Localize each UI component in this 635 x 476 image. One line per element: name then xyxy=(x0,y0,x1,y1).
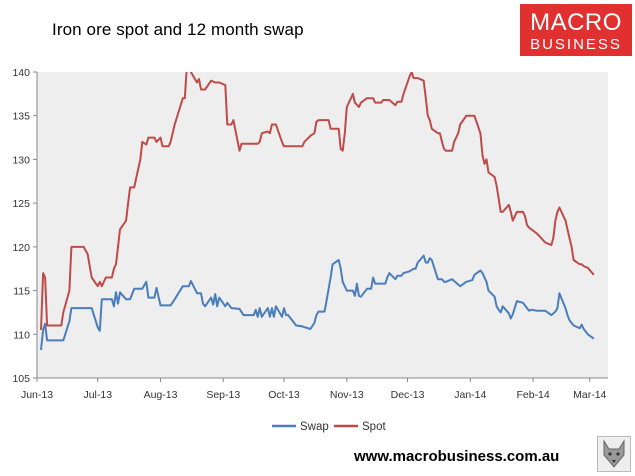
x-tick-label: Nov-13 xyxy=(330,389,364,401)
x-tick-label: Jun-13 xyxy=(21,389,53,401)
y-tick-label: 115 xyxy=(13,286,30,298)
x-tick-label: Sep-13 xyxy=(206,389,240,401)
footer-url: www.macrobusiness.com.au xyxy=(354,448,560,465)
x-tick-label: Dec-13 xyxy=(391,389,425,401)
y-tick-label: 125 xyxy=(12,198,30,210)
brand-logo-line2: BUSINESS xyxy=(530,36,622,53)
plot-area xyxy=(37,72,608,378)
legend-label-spot: Spot xyxy=(362,421,386,433)
series-line-swap xyxy=(40,254,595,351)
y-tick-label: 110 xyxy=(13,329,30,341)
chart-title: Iron ore spot and 12 month swap xyxy=(52,20,304,39)
series-line-spot xyxy=(40,72,595,330)
x-tick-label: Jan-14 xyxy=(454,389,486,401)
legend-label-swap: Swap xyxy=(300,421,329,433)
y-tick-label: 120 xyxy=(12,242,30,254)
brand-logo: MACRO BUSINESS xyxy=(520,4,632,56)
y-tick-label: 130 xyxy=(12,154,30,166)
x-tick-label: Feb-14 xyxy=(516,389,549,401)
wolf-icon xyxy=(597,436,631,472)
x-tick-label: Jul-13 xyxy=(83,389,112,401)
y-tick-label: 140 xyxy=(12,67,30,79)
x-tick-label: Aug-13 xyxy=(144,389,178,401)
brand-logo-line1: MACRO xyxy=(530,9,622,36)
y-tick-label: 135 xyxy=(12,111,30,123)
x-tick-label: Oct-13 xyxy=(268,389,300,401)
x-tick-label: Mar-14 xyxy=(573,389,606,401)
y-tick-label: 105 xyxy=(12,373,30,385)
